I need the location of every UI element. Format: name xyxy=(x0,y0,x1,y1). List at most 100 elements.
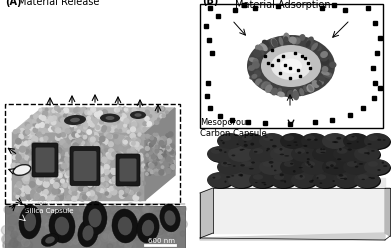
Circle shape xyxy=(97,170,102,175)
Circle shape xyxy=(34,193,39,198)
Ellipse shape xyxy=(208,173,234,189)
Circle shape xyxy=(98,166,103,171)
Circle shape xyxy=(91,195,97,201)
Circle shape xyxy=(28,166,33,170)
Circle shape xyxy=(121,236,127,242)
Ellipse shape xyxy=(291,172,317,188)
Circle shape xyxy=(123,107,126,111)
Circle shape xyxy=(99,232,103,237)
Circle shape xyxy=(163,172,166,175)
Circle shape xyxy=(135,167,138,171)
Ellipse shape xyxy=(279,174,284,176)
Circle shape xyxy=(32,167,38,173)
Circle shape xyxy=(159,244,163,248)
Circle shape xyxy=(167,139,171,144)
Circle shape xyxy=(39,147,43,150)
Ellipse shape xyxy=(358,148,368,154)
Circle shape xyxy=(97,115,101,119)
Ellipse shape xyxy=(252,58,258,65)
Circle shape xyxy=(21,193,24,196)
Circle shape xyxy=(8,215,18,225)
Ellipse shape xyxy=(134,113,142,117)
Ellipse shape xyxy=(299,88,304,96)
Circle shape xyxy=(76,227,83,234)
Ellipse shape xyxy=(250,147,276,163)
Circle shape xyxy=(149,136,152,138)
Circle shape xyxy=(109,119,112,122)
Circle shape xyxy=(161,107,165,111)
Ellipse shape xyxy=(329,62,336,68)
Circle shape xyxy=(41,139,46,144)
Circle shape xyxy=(102,188,107,193)
Circle shape xyxy=(118,167,122,171)
Circle shape xyxy=(129,209,136,217)
Circle shape xyxy=(171,223,178,231)
Ellipse shape xyxy=(236,143,239,145)
Circle shape xyxy=(155,210,162,217)
Circle shape xyxy=(152,144,157,148)
Bar xyxy=(200,4,383,128)
Ellipse shape xyxy=(160,204,180,232)
Circle shape xyxy=(87,168,89,171)
Circle shape xyxy=(40,203,49,212)
Ellipse shape xyxy=(305,161,315,167)
Circle shape xyxy=(133,157,136,160)
Ellipse shape xyxy=(354,172,380,188)
Circle shape xyxy=(91,124,94,127)
Circle shape xyxy=(122,115,124,118)
Circle shape xyxy=(154,117,156,119)
Circle shape xyxy=(39,176,44,180)
Circle shape xyxy=(113,177,117,181)
Circle shape xyxy=(21,236,30,245)
Circle shape xyxy=(33,128,37,132)
Circle shape xyxy=(15,146,20,151)
Circle shape xyxy=(152,170,156,173)
Circle shape xyxy=(125,138,131,144)
Circle shape xyxy=(6,221,13,228)
Circle shape xyxy=(132,222,139,229)
Text: Material Release: Material Release xyxy=(18,0,100,7)
Circle shape xyxy=(38,191,41,195)
Circle shape xyxy=(21,165,25,169)
Ellipse shape xyxy=(348,149,352,151)
Circle shape xyxy=(87,142,93,147)
Circle shape xyxy=(32,148,36,152)
Circle shape xyxy=(125,240,132,248)
Ellipse shape xyxy=(291,37,297,44)
Circle shape xyxy=(46,215,53,222)
Circle shape xyxy=(34,144,38,148)
Circle shape xyxy=(91,181,94,184)
Ellipse shape xyxy=(249,58,258,62)
Circle shape xyxy=(83,212,89,218)
Circle shape xyxy=(91,155,98,161)
Circle shape xyxy=(54,146,58,150)
Circle shape xyxy=(167,146,169,149)
Circle shape xyxy=(82,172,87,177)
Circle shape xyxy=(17,186,21,189)
Circle shape xyxy=(29,157,34,163)
Circle shape xyxy=(112,152,116,157)
Circle shape xyxy=(72,148,78,154)
Ellipse shape xyxy=(250,143,254,146)
Ellipse shape xyxy=(255,45,263,53)
Circle shape xyxy=(117,234,124,241)
Circle shape xyxy=(168,169,172,172)
Circle shape xyxy=(67,204,76,214)
Circle shape xyxy=(87,130,91,134)
Circle shape xyxy=(57,133,61,137)
Circle shape xyxy=(168,231,173,237)
Circle shape xyxy=(105,148,108,152)
Circle shape xyxy=(84,187,87,191)
Circle shape xyxy=(60,163,66,169)
Ellipse shape xyxy=(279,36,283,46)
Circle shape xyxy=(134,123,139,128)
Circle shape xyxy=(37,132,42,137)
Circle shape xyxy=(96,168,102,174)
Circle shape xyxy=(113,214,121,222)
Circle shape xyxy=(44,190,48,194)
Ellipse shape xyxy=(251,161,255,164)
Circle shape xyxy=(124,124,127,127)
Circle shape xyxy=(83,195,87,199)
Circle shape xyxy=(116,179,120,182)
Circle shape xyxy=(133,138,138,143)
